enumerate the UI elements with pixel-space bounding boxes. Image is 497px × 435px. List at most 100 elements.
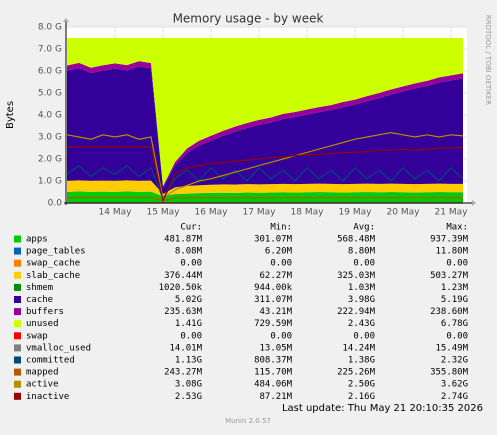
stat-value: 8.08M (175, 247, 203, 257)
y-tick-label: 5.0 G (38, 89, 62, 99)
legend-swatch (14, 296, 21, 303)
stat-value: 3.98G (348, 295, 375, 305)
x-tick-label: 15 May (147, 208, 181, 218)
stat-value: 0.00 (353, 259, 375, 269)
stat-value: 3.62G (441, 380, 468, 390)
legend-swatch (14, 344, 21, 352)
line-active (66, 131, 464, 200)
legend-swatch (14, 283, 21, 291)
legend-label: unused (26, 319, 59, 329)
legend-label: buffers (26, 307, 64, 317)
y-tick-label: 7.0 G (38, 45, 62, 55)
stat-value: 238.60M (430, 307, 469, 317)
stat-value: 14.24M (342, 343, 375, 353)
stat-value: 2.74G (441, 392, 468, 402)
stat-value: 13.05M (259, 343, 292, 353)
stat-value: 311.07M (254, 295, 293, 305)
line-inactive (67, 146, 464, 203)
stat-value: 1020.50k (159, 283, 203, 293)
legend-label: mapped (26, 368, 59, 378)
stat-value: 6.20M (265, 247, 293, 257)
legend-swatch (14, 380, 21, 388)
legend-label: swap_cache (26, 259, 80, 269)
stat-value: 115.70M (254, 368, 293, 378)
legend-label: active (26, 380, 59, 390)
version: Munin 2.0.57 (225, 417, 271, 425)
stat-value: 1.03M (348, 283, 376, 293)
legend-swatch (14, 392, 21, 400)
stat-value: 2.32G (441, 356, 468, 366)
legend-swatch (14, 332, 21, 340)
line-mapped (67, 196, 463, 202)
x-tick-label: 19 May (339, 208, 373, 218)
stat-value: 225.26M (337, 368, 376, 378)
stat-value: 0.00 (270, 259, 292, 269)
stat-value: 325.03M (337, 271, 376, 281)
stat-value: 43.21M (259, 307, 292, 317)
stat-value: 503.27M (430, 271, 469, 281)
legend-label: shmem (26, 283, 53, 293)
x-tick-label: 18 May (291, 208, 325, 218)
x-tick-label: 14 May (99, 208, 133, 218)
legend-swatch (14, 271, 21, 279)
stat-value: 944.00k (254, 283, 293, 293)
y-tick-label: 0.0 (48, 199, 63, 209)
stat-value: 301.07M (254, 235, 293, 245)
legend-swatch (14, 259, 21, 267)
stat-value: 2.43G (348, 319, 375, 329)
stat-value: 8.80M (348, 247, 376, 257)
legend: Cur: Min: Avg: Max: apps 481.87M 301.07M 568.48… (14, 223, 469, 402)
stat-header: Avg: (353, 223, 375, 233)
stat-value: 62.27M (259, 271, 292, 281)
legend-swatch (14, 356, 21, 364)
line-committed (66, 164, 464, 200)
y-axis-label: Bytes (5, 101, 16, 129)
stat-value: 2.53G (175, 392, 202, 402)
stat-value: 484.06M (254, 380, 293, 390)
stat-value: 0.00 (180, 259, 202, 269)
stat-header: Cur: (180, 223, 202, 233)
stat-value: 2.16G (348, 392, 375, 402)
legend-label: cache (26, 295, 53, 305)
side-text: RRDTOOL / TOBI OETIKER (484, 15, 492, 105)
x-tick-label: 17 May (243, 208, 277, 218)
chart-title: Memory usage - by week (173, 12, 324, 26)
stat-value: 15.49M (435, 343, 468, 353)
y-tick-label: 8.0 G (38, 23, 62, 33)
legend-label: page_tables (26, 247, 86, 257)
axes: 0.0 1.0 G 2.0 G 3.0 G 4.0 G 5.0 G 6.0 G 7.0 G 8.… (38, 18, 476, 218)
y-tick-label: 3.0 G (38, 133, 62, 143)
stat-value: 729.59M (254, 319, 293, 329)
legend-label: slab_cache (26, 271, 80, 281)
stat-value: 6.78G (441, 319, 468, 329)
stat-value: 0.00 (270, 331, 292, 341)
axis-arrow (63, 18, 69, 22)
last-update: Last update: Thu May 21 20:10:35 2026 (282, 403, 483, 414)
legend-label: apps (26, 235, 48, 245)
axis-arrow (472, 200, 476, 206)
stat-header: Max: (446, 223, 468, 233)
stat-value: 2.50G (348, 380, 375, 390)
stat-value: 87.21M (259, 392, 292, 402)
x-tick-label: 21 May (435, 208, 469, 218)
stat-value: 0.00 (446, 259, 468, 269)
y-tick-label: 4.0 G (38, 111, 62, 121)
area-slab-cache (67, 180, 463, 197)
stat-value: 1.38G (348, 356, 375, 366)
legend-label: swap (26, 331, 48, 341)
legend-swatch (14, 320, 21, 328)
stat-value: 235.63M (164, 307, 203, 317)
stat-value: 0.00 (180, 331, 202, 341)
legend-swatch (14, 368, 21, 376)
y-tick-label: 6.0 G (38, 67, 62, 77)
y-tick-label: 2.0 G (38, 155, 62, 165)
area-cache (67, 66, 463, 195)
legend-label: inactive (26, 392, 69, 402)
stat-value: 568.48M (337, 235, 376, 245)
x-tick-label: 20 May (387, 208, 421, 218)
stat-header: Min: (270, 223, 292, 233)
stat-value: 5.02G (175, 295, 202, 305)
stat-value: 14.01M (169, 343, 202, 353)
